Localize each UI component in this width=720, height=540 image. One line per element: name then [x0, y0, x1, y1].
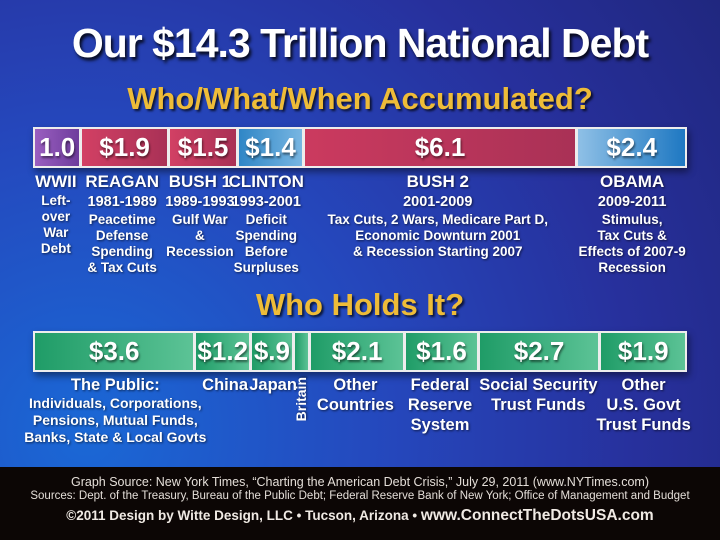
segment-name: CLINTON	[228, 172, 304, 191]
segment-desc: Deficit Spending Before Surpluses	[233, 211, 299, 276]
bar-segment-wwii: 1.0	[35, 129, 80, 166]
segment-value-obama: $2.4	[606, 132, 658, 162]
segment-value-public: $3.6	[88, 336, 140, 366]
holder-name: Federal Reserve System	[407, 376, 473, 435]
segment-years: 2001-2009	[403, 193, 473, 210]
bar-segment-federal-reserve: $1.6	[406, 333, 477, 370]
segment-label-reagan: REAGAN 1981-1989 Peacetime Defense Spend…	[79, 172, 166, 276]
holder-label-social-security: Social Security Trust Funds	[477, 375, 600, 446]
segment-value-other-countries: $2.1	[331, 336, 383, 366]
bar-segment-reagan: $1.9	[82, 129, 167, 166]
segment-value-bush1: $1.5	[177, 132, 229, 162]
segment-label-obama: OBAMA 2009-2011 Stimulus, Tax Cuts & Eff…	[577, 172, 687, 276]
holder-label-other-countries: Other Countries	[307, 375, 403, 446]
segment-years: 1981-1989	[87, 193, 157, 210]
bar-segment-japan: $.9	[252, 333, 292, 370]
segment-label-wwii: WWII Left- over War Debt	[33, 172, 79, 276]
accumulated-heading: Who/What/When Accumulated?	[127, 81, 593, 116]
footer-credit: ©2011 Design by Witte Design, LLC • Tucs…	[0, 507, 720, 525]
segment-value-clinton: $1.4	[245, 132, 296, 162]
bar-segment-obama: $2.4	[578, 129, 686, 166]
holder-name-rotated: Britain	[292, 377, 309, 422]
footer-sources: Sources: Dept. of the Treasury, Bureau o…	[30, 490, 690, 502]
segment-desc: Peacetime Defense Spending & Tax Cuts	[87, 211, 157, 276]
holder-name: Other Countries	[316, 376, 394, 415]
segment-name: WWII	[35, 172, 77, 191]
segment-value-china: $1.2	[197, 336, 249, 366]
bar-segment-bush1: $1.5	[169, 129, 237, 166]
segment-value-other-trust: $1.9	[617, 336, 669, 366]
segment-years: 2009-2011	[597, 193, 667, 210]
footer: Graph Source: New York Times, “Charting …	[0, 467, 720, 540]
holder-label-japan: Japan	[249, 375, 297, 446]
bar-segment-public: $3.6	[35, 333, 194, 370]
footer-credit-text: ©2011 Design by Witte Design, LLC • Tucs…	[66, 508, 418, 523]
holder-label-china: China	[198, 375, 253, 446]
segment-desc: Gulf War & Recession	[166, 211, 234, 259]
bar-segment-other-trust: $1.9	[601, 333, 686, 370]
bar-segment-britain	[294, 333, 308, 370]
holder-name: China	[202, 376, 248, 394]
segment-name: BUSH 2	[406, 172, 469, 191]
holder-name: Social Security Trust Funds	[479, 376, 598, 415]
holders-labels: The Public: Individuals, Corporations, P…	[24, 375, 690, 446]
segment-label-bush1: BUSH 1 1989-1993 Gulf War & Recession	[165, 172, 235, 276]
holder-name: Other U.S. Govt Trust Funds	[596, 376, 691, 435]
holders-bar: $3.6 $1.2 $.9 $2.1 $1.6 $2.7 $1.9	[33, 331, 687, 372]
bar-segment-bush2: $6.1	[304, 129, 576, 166]
segment-name: REAGAN	[85, 172, 160, 191]
holder-name: Japan	[249, 376, 297, 394]
footer-website: www.ConnectTheDotsUSA.com	[420, 507, 654, 524]
segment-value-federal-reserve: $1.6	[416, 336, 467, 366]
holder-label-britain: Britain	[292, 375, 309, 446]
segment-name: OBAMA	[600, 172, 665, 191]
segment-desc: Stimulus, Tax Cuts & Effects of 2007-9 R…	[578, 211, 686, 276]
footer-graph-source: Graph Source: New York Times, “Charting …	[71, 475, 649, 489]
holders-heading: Who Holds It?	[255, 287, 465, 322]
holder-desc: Individuals, Corporations, Pensions, Mut…	[24, 395, 207, 445]
bar-segment-other-countries: $2.1	[310, 333, 404, 370]
holder-label-other-trust: Other U.S. Govt Trust Funds	[596, 375, 690, 446]
segment-value-reagan: $1.9	[99, 132, 150, 162]
segment-value-bush2: $6.1	[414, 132, 466, 162]
segment-years: 1989-1993	[165, 193, 235, 210]
page-title: Our $14.3 Trillion National Debt	[71, 20, 649, 66]
segment-name: BUSH 1	[168, 172, 232, 191]
accumulated-labels: WWII Left- over War Debt REAGAN 1981-198…	[33, 172, 687, 276]
accumulated-bar: 1.0 $1.9 $1.5 $1.4 $6.1 $2.4	[33, 127, 687, 168]
segment-value-wwii: 1.0	[39, 132, 76, 162]
bar-segment-social-security: $2.7	[479, 333, 599, 370]
segment-label-clinton: CLINTON 1993-2001 Deficit Spending Befor…	[229, 172, 304, 276]
segment-label-bush2: BUSH 2 2001-2009 Tax Cuts, 2 Wars, Medic…	[298, 172, 577, 276]
segment-value-japan: $.9	[253, 336, 290, 366]
holder-name: The Public:	[70, 376, 160, 394]
segment-desc: Tax Cuts, 2 Wars, Medicare Part D, Econo…	[327, 211, 549, 259]
bar-segment-clinton: $1.4	[239, 129, 302, 166]
segment-years: 1993-2001	[231, 193, 301, 210]
segment-desc: Left- over War Debt	[40, 192, 71, 257]
holder-label-federal-reserve: Federal Reserve System	[403, 375, 476, 446]
bar-segment-china: $1.2	[196, 333, 250, 370]
holder-label-public: The Public: Individuals, Corporations, P…	[24, 375, 206, 446]
segment-value-social-security: $2.7	[513, 336, 565, 366]
